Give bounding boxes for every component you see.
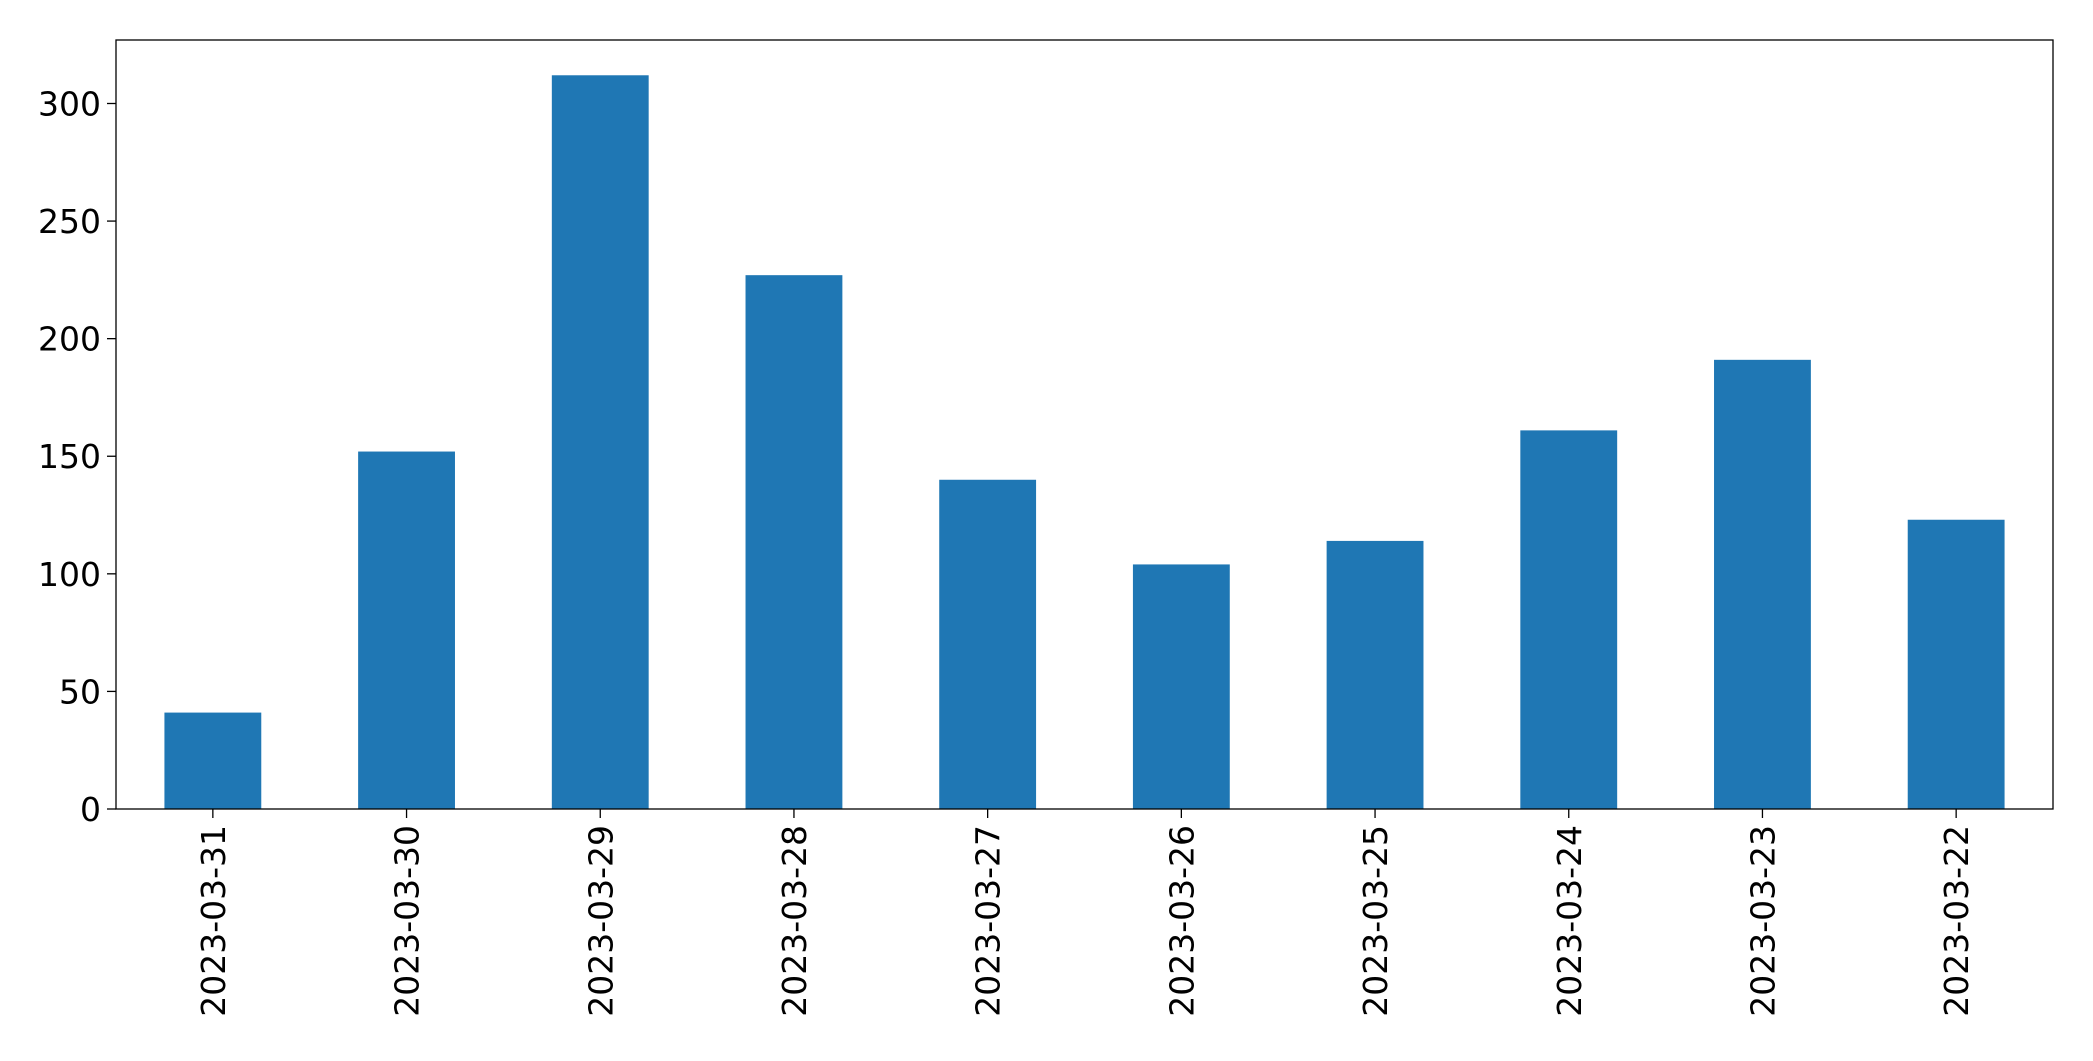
y-tick-label: 100 bbox=[38, 555, 101, 594]
x-tick-label: 2023-03-31 bbox=[194, 825, 233, 1017]
x-tick-label: 2023-03-30 bbox=[388, 825, 427, 1017]
bar bbox=[551, 75, 649, 810]
bar bbox=[358, 451, 455, 809]
x-tick-label: 2023-03-25 bbox=[1356, 825, 1395, 1017]
x-tick-label: 2023-03-27 bbox=[969, 825, 1008, 1017]
x-tick-label: 2023-03-22 bbox=[1937, 825, 1976, 1017]
bar bbox=[1714, 359, 1811, 809]
x-tick-label: 2023-03-29 bbox=[581, 825, 620, 1017]
x-tick-label: 2023-03-28 bbox=[775, 825, 814, 1017]
bar bbox=[1326, 540, 1424, 809]
y-tick-label: 50 bbox=[59, 672, 101, 711]
y-tick-label: 300 bbox=[38, 84, 101, 123]
x-tick-label: 2023-03-23 bbox=[1743, 825, 1782, 1017]
bar bbox=[745, 275, 843, 809]
plot-frame bbox=[115, 39, 2054, 810]
y-tick-label: 200 bbox=[38, 320, 101, 359]
y-tick-label: 0 bbox=[80, 790, 101, 829]
bar bbox=[1132, 564, 1230, 809]
y-tick-label: 150 bbox=[38, 437, 101, 476]
y-tick-label: 250 bbox=[38, 202, 101, 241]
bar bbox=[939, 479, 1037, 809]
bar bbox=[1907, 519, 2005, 809]
x-tick-label: 2023-03-26 bbox=[1162, 825, 1201, 1017]
bar bbox=[164, 712, 262, 809]
bar bbox=[1520, 430, 1618, 809]
x-tick-label: 2023-03-24 bbox=[1550, 825, 1589, 1017]
